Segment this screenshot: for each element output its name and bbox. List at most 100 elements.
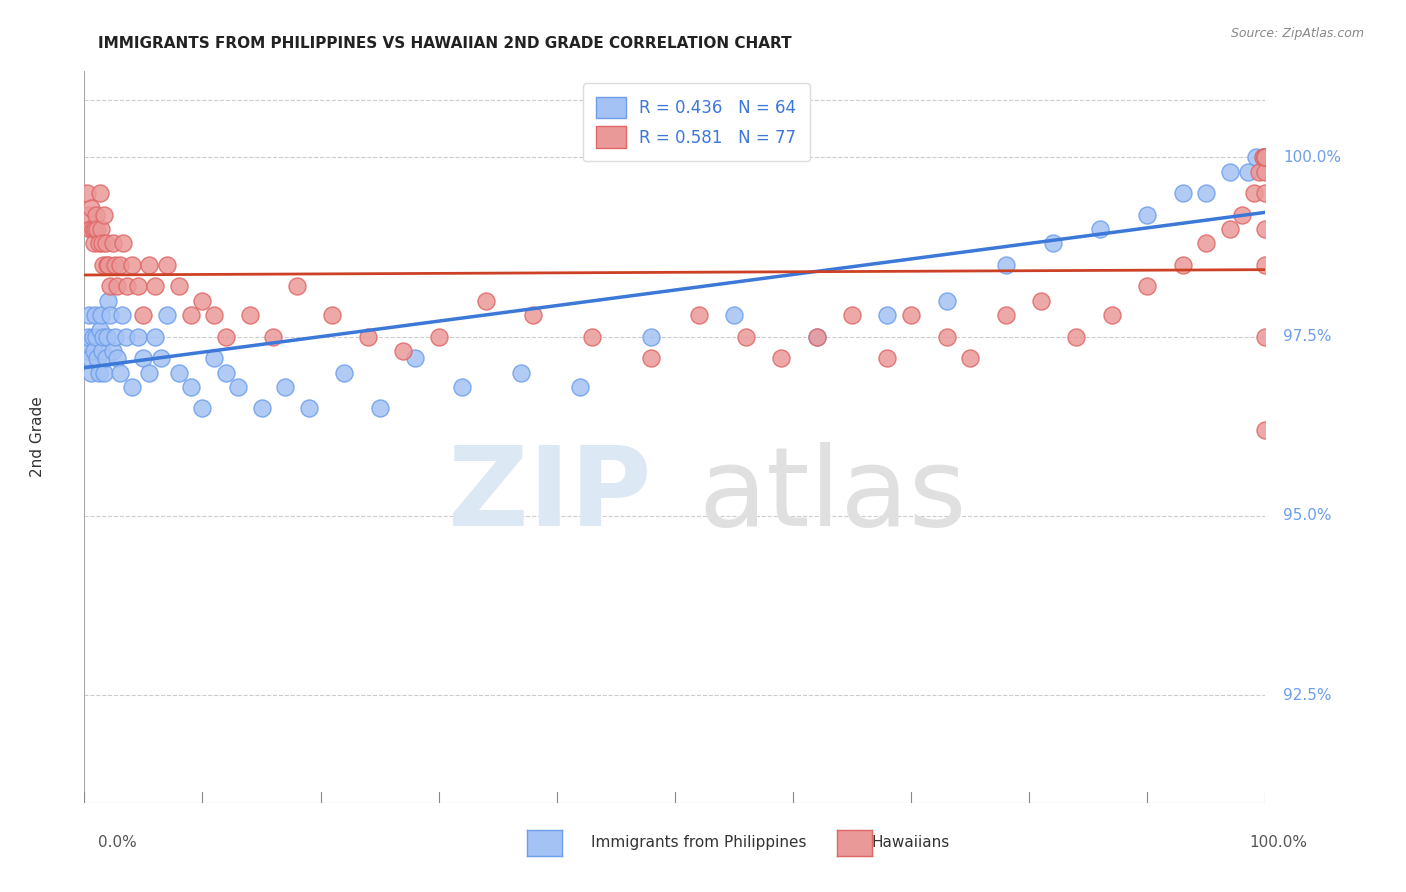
Point <box>180 380 202 394</box>
Point <box>935 293 957 308</box>
Point <box>994 308 1017 322</box>
Point <box>1230 208 1253 222</box>
Point <box>1254 186 1277 201</box>
Point <box>202 308 225 322</box>
Point <box>108 366 131 380</box>
Point <box>98 279 121 293</box>
Point <box>1254 150 1277 164</box>
Point <box>1254 258 1277 272</box>
Point <box>80 366 103 380</box>
Point <box>1219 222 1241 236</box>
Point <box>1136 208 1159 222</box>
Point <box>451 380 474 394</box>
Point <box>1029 293 1052 308</box>
Point <box>121 258 143 272</box>
Point <box>84 329 107 343</box>
Point <box>94 351 117 366</box>
Text: 100.0%: 100.0% <box>1250 836 1308 850</box>
Point <box>156 258 179 272</box>
Point <box>1088 222 1111 236</box>
Point <box>1251 150 1274 164</box>
Point <box>138 258 160 272</box>
Point <box>1254 150 1277 164</box>
Legend: R = 0.436   N = 64, R = 0.581   N = 77: R = 0.436 N = 64, R = 0.581 N = 77 <box>583 83 810 161</box>
Point <box>107 351 129 366</box>
Point <box>1236 165 1258 179</box>
Point <box>79 351 101 366</box>
Point <box>900 308 922 322</box>
Point <box>94 236 117 251</box>
Point <box>84 222 107 236</box>
Point <box>108 258 131 272</box>
Text: 0.0%: 0.0% <box>98 836 138 850</box>
Point <box>87 366 110 380</box>
Text: atlas: atlas <box>699 442 967 549</box>
Point <box>1219 165 1241 179</box>
Point <box>1254 150 1277 164</box>
Point <box>91 329 114 343</box>
Point <box>994 258 1017 272</box>
Point <box>104 329 127 343</box>
Text: Source: ZipAtlas.com: Source: ZipAtlas.com <box>1230 27 1364 40</box>
Point <box>127 279 149 293</box>
Point <box>1171 186 1194 201</box>
Point <box>115 279 138 293</box>
Text: 97.5%: 97.5% <box>1284 329 1331 344</box>
Point <box>121 380 143 394</box>
Point <box>180 308 202 322</box>
Point <box>97 293 120 308</box>
Point <box>138 366 160 380</box>
Point <box>475 293 498 308</box>
Point <box>83 236 105 251</box>
Point <box>156 308 179 322</box>
Point <box>723 308 745 322</box>
Text: 95.0%: 95.0% <box>1284 508 1331 524</box>
Point <box>522 308 544 322</box>
Point <box>91 258 114 272</box>
Point <box>333 366 356 380</box>
Point <box>89 322 111 336</box>
Point <box>143 329 166 343</box>
Point <box>101 344 124 359</box>
Point <box>90 222 112 236</box>
Text: IMMIGRANTS FROM PHILIPPINES VS HAWAIIAN 2ND GRADE CORRELATION CHART: IMMIGRANTS FROM PHILIPPINES VS HAWAIIAN … <box>98 36 792 51</box>
Point <box>1254 222 1277 236</box>
Point <box>202 351 225 366</box>
Point <box>111 308 134 322</box>
Text: ZIP: ZIP <box>449 442 651 549</box>
Point <box>239 308 262 322</box>
Point <box>841 308 863 322</box>
Point <box>84 308 107 322</box>
Point <box>1254 329 1277 343</box>
Point <box>215 366 238 380</box>
Point <box>876 308 898 322</box>
Point <box>215 329 238 343</box>
Point <box>734 329 756 343</box>
Point <box>876 351 898 366</box>
Point <box>104 258 127 272</box>
Point <box>86 351 108 366</box>
Point <box>1136 279 1159 293</box>
Point <box>427 329 450 343</box>
Point <box>98 308 121 322</box>
Point <box>1171 258 1194 272</box>
Point <box>77 329 100 343</box>
Point <box>82 222 104 236</box>
Point <box>250 401 273 416</box>
Point <box>404 351 426 366</box>
Point <box>1066 329 1088 343</box>
Point <box>89 186 111 201</box>
Point <box>806 329 828 343</box>
Point <box>132 351 155 366</box>
Point <box>806 329 828 343</box>
Point <box>321 308 343 322</box>
Point <box>93 208 115 222</box>
Point <box>368 401 391 416</box>
Point <box>93 366 115 380</box>
Text: 92.5%: 92.5% <box>1284 688 1331 703</box>
Point <box>107 279 129 293</box>
Point <box>97 258 120 272</box>
Point <box>167 366 190 380</box>
Point <box>90 308 112 322</box>
Text: 2nd Grade: 2nd Grade <box>30 397 45 477</box>
